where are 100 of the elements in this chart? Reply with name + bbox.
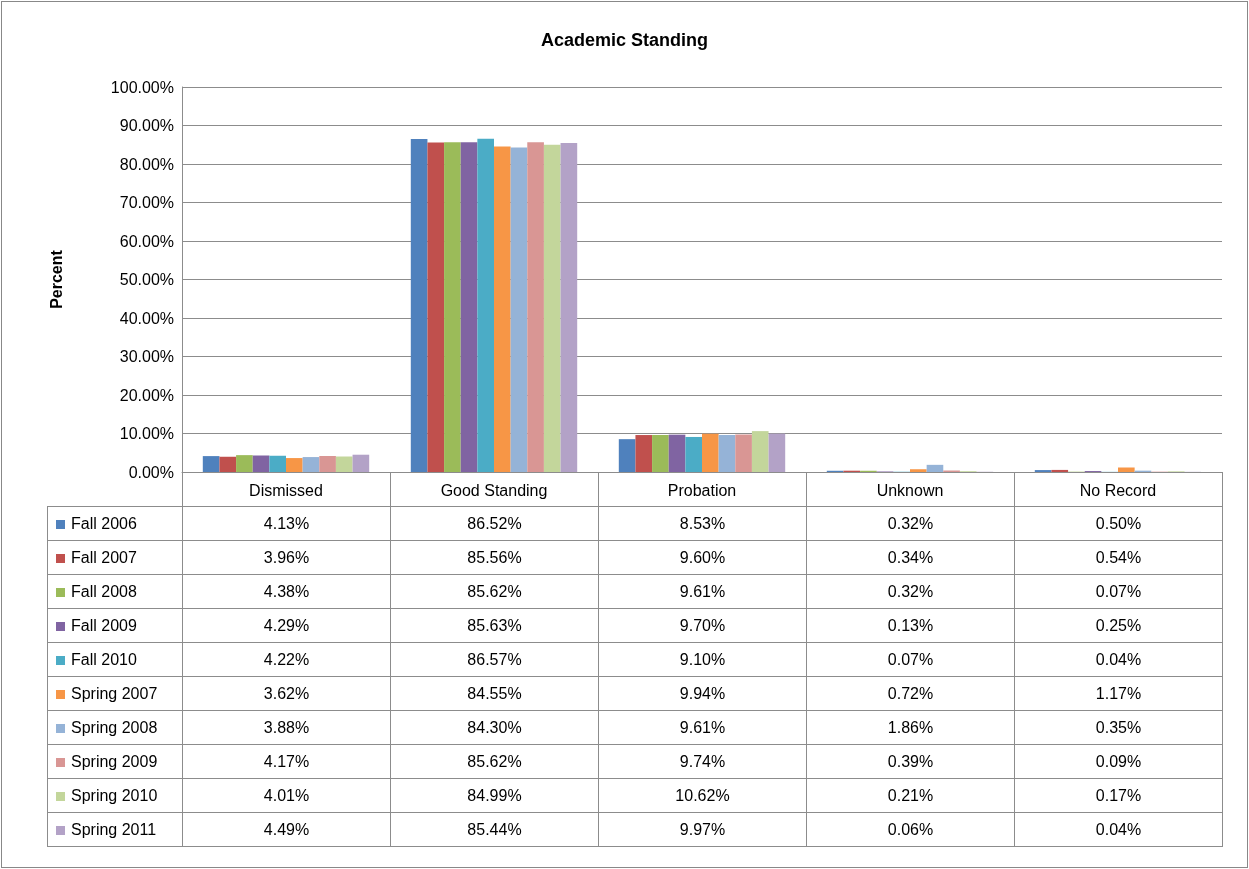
data-label: 0.72% bbox=[806, 676, 1015, 711]
bar bbox=[702, 433, 719, 472]
data-label: 9.70% bbox=[598, 608, 807, 643]
data-label: 85.44% bbox=[390, 812, 599, 847]
y-tick-label: 80.00% bbox=[119, 155, 174, 173]
data-label: 0.07% bbox=[1014, 574, 1223, 609]
bar bbox=[635, 435, 653, 472]
bar bbox=[427, 142, 445, 472]
data-label: 9.10% bbox=[598, 642, 807, 677]
x-tick-label: Good Standing bbox=[440, 481, 548, 499]
data-label: 0.50% bbox=[1014, 506, 1223, 541]
legend-label: Spring 2008 bbox=[47, 710, 183, 745]
bar bbox=[718, 435, 736, 472]
data-label: 0.39% bbox=[806, 744, 1015, 779]
bar bbox=[202, 456, 220, 472]
bar bbox=[460, 142, 478, 472]
data-label: 0.21% bbox=[806, 778, 1015, 813]
legend-label: Spring 2011 bbox=[47, 812, 183, 847]
x-tick-label: Probation bbox=[667, 481, 737, 499]
data-label: 9.60% bbox=[598, 540, 807, 575]
bar bbox=[668, 434, 686, 472]
bar bbox=[236, 455, 253, 472]
legend-label: Fall 2009 bbox=[47, 608, 183, 643]
data-label: 0.07% bbox=[806, 642, 1015, 677]
data-label: 9.94% bbox=[598, 676, 807, 711]
bar bbox=[286, 458, 303, 472]
data-label: 4.38% bbox=[182, 574, 391, 609]
data-label: 3.88% bbox=[182, 710, 391, 745]
y-tick-label: 0.00% bbox=[128, 463, 174, 481]
y-axis-title: Percent bbox=[47, 249, 65, 309]
y-tick-label: 60.00% bbox=[119, 232, 174, 250]
data-label: 0.04% bbox=[1014, 642, 1223, 677]
bar bbox=[410, 138, 428, 472]
data-label: 10.62% bbox=[598, 778, 807, 813]
data-label: 85.62% bbox=[390, 574, 599, 609]
data-label: 0.04% bbox=[1014, 812, 1223, 847]
data-label: 3.96% bbox=[182, 540, 391, 575]
data-label: 4.13% bbox=[182, 506, 391, 541]
data-label: 9.61% bbox=[598, 574, 807, 609]
bar bbox=[768, 433, 786, 472]
y-tick-label: 50.00% bbox=[119, 271, 174, 288]
x-tick-label: Dismissed bbox=[249, 481, 323, 499]
data-label: 0.17% bbox=[1014, 778, 1223, 813]
y-tick-label: 10.00% bbox=[119, 425, 174, 442]
data-label: 0.34% bbox=[806, 540, 1015, 575]
bar bbox=[685, 436, 702, 472]
legend-label: Spring 2007 bbox=[47, 676, 183, 711]
data-label: 0.06% bbox=[806, 812, 1015, 847]
data-label: 4.29% bbox=[182, 608, 391, 643]
data-label: 84.30% bbox=[390, 710, 599, 745]
bar bbox=[335, 456, 353, 472]
data-label: 85.62% bbox=[390, 744, 599, 779]
data-label: 0.54% bbox=[1014, 540, 1223, 575]
data-label: 8.53% bbox=[598, 506, 807, 541]
bar bbox=[494, 146, 511, 472]
legend-label: Fall 2007 bbox=[47, 540, 183, 575]
legend-label: Spring 2010 bbox=[47, 778, 183, 813]
legend-label: Fall 2010 bbox=[47, 642, 183, 677]
data-label: 85.56% bbox=[390, 540, 599, 575]
bar bbox=[926, 464, 944, 472]
data-label: 3.62% bbox=[182, 676, 391, 711]
data-label: 84.99% bbox=[390, 778, 599, 813]
bar bbox=[1051, 469, 1069, 472]
data-label: 9.74% bbox=[598, 744, 807, 779]
legend-label: Fall 2008 bbox=[47, 574, 183, 609]
data-label: 0.09% bbox=[1014, 744, 1223, 779]
bar bbox=[252, 455, 270, 472]
data-label: 1.17% bbox=[1014, 676, 1223, 711]
bar bbox=[735, 434, 752, 472]
y-tick-label: 100.00% bbox=[110, 78, 174, 96]
bar bbox=[319, 455, 336, 472]
data-label: 4.17% bbox=[182, 744, 391, 779]
data-label: 0.25% bbox=[1014, 608, 1223, 643]
bar bbox=[477, 138, 494, 472]
data-label: 0.32% bbox=[806, 506, 1015, 541]
bar bbox=[352, 454, 370, 472]
bar bbox=[527, 142, 544, 472]
legend-label: Fall 2006 bbox=[47, 506, 183, 541]
bar bbox=[510, 147, 528, 472]
data-label: 86.52% bbox=[390, 506, 599, 541]
bar bbox=[543, 144, 561, 472]
data-label: 9.61% bbox=[598, 710, 807, 745]
bar bbox=[269, 455, 286, 472]
data-label: 86.57% bbox=[390, 642, 599, 677]
legend-label: Spring 2009 bbox=[47, 744, 183, 779]
y-tick-label: 20.00% bbox=[119, 386, 174, 404]
bar bbox=[652, 435, 669, 472]
data-label: 0.35% bbox=[1014, 710, 1223, 745]
bar bbox=[910, 469, 927, 472]
y-tick-label: 90.00% bbox=[119, 117, 174, 134]
data-label: 4.49% bbox=[182, 812, 391, 847]
data-label: 4.22% bbox=[182, 642, 391, 677]
bar bbox=[751, 431, 769, 472]
bar bbox=[560, 143, 578, 472]
x-tick-label: Unknown bbox=[876, 481, 944, 499]
bar bbox=[444, 142, 461, 472]
y-tick-label: 70.00% bbox=[119, 194, 174, 211]
data-label: 1.86% bbox=[806, 710, 1015, 745]
data-label: 4.01% bbox=[182, 778, 391, 813]
bar bbox=[219, 456, 237, 472]
